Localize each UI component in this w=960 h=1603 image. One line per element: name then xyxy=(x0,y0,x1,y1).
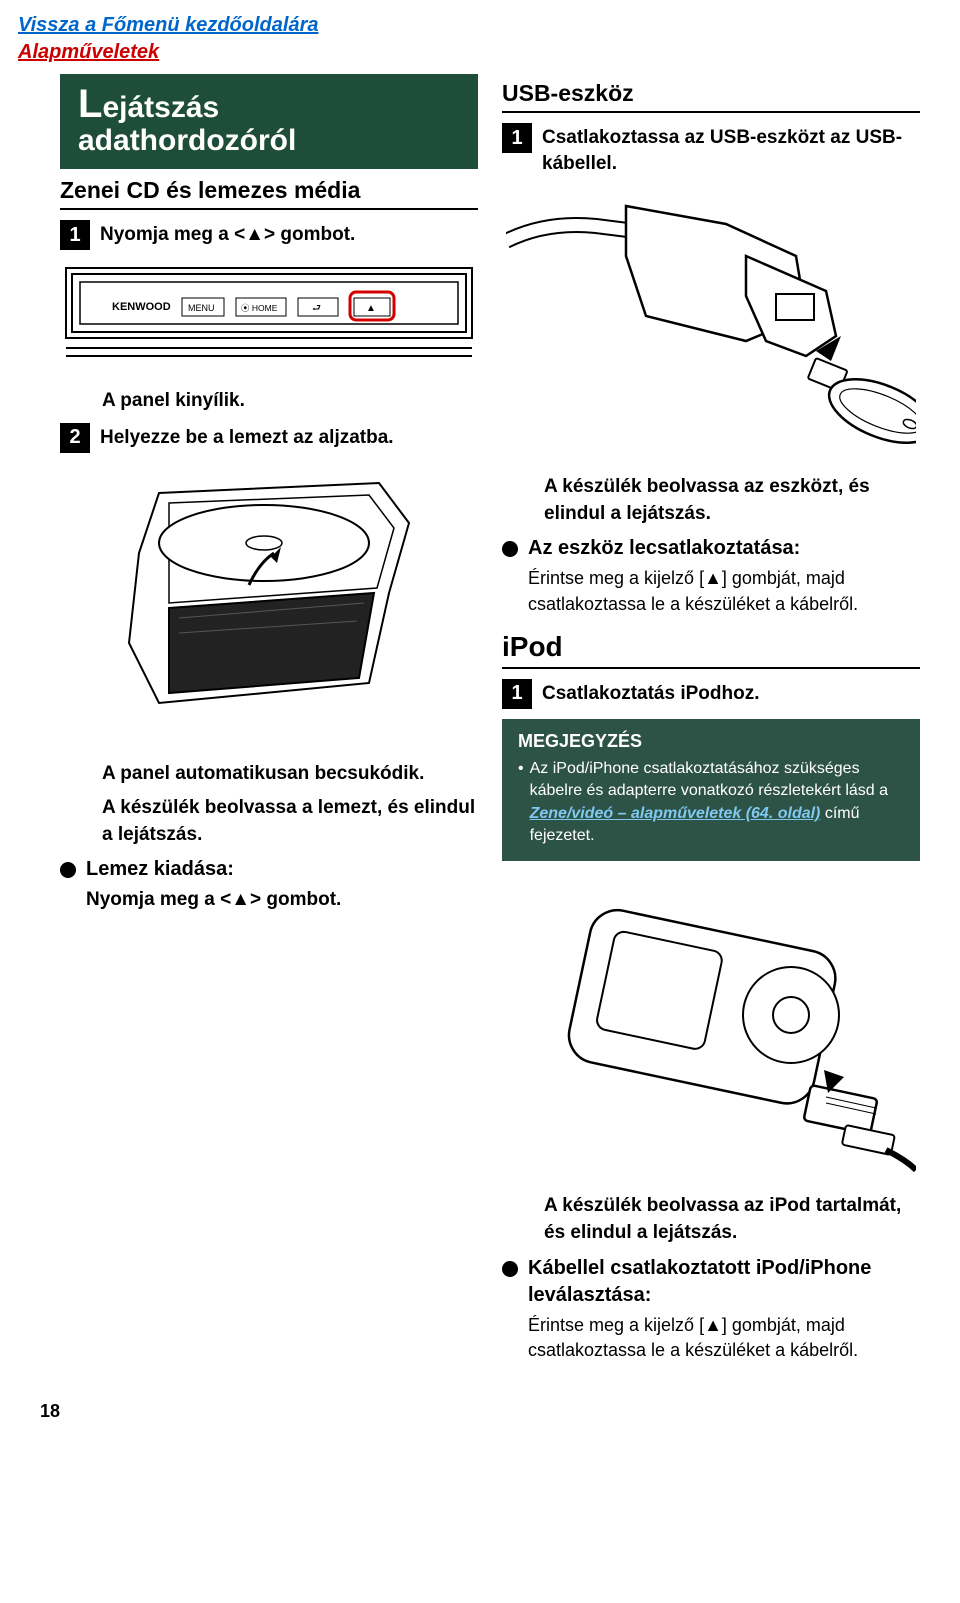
content-columns: Lejátszás adathordozóról Zenei CD és lem… xyxy=(0,74,960,1371)
title-dropcap: L xyxy=(78,82,102,126)
panel-opens-text: A panel kinyílik. xyxy=(102,388,478,415)
ipod-disconnect-title: Kábellel csatlakoztatott iPod/iPhone lev… xyxy=(528,1255,920,1309)
usb-result-block: A készülék beolvassa az eszközt, és elin… xyxy=(544,474,920,527)
eject-title: Lemez kiadása: xyxy=(86,856,234,883)
left-column: Lejátszás adathordozóról Zenei CD és lem… xyxy=(60,74,478,1371)
note-title: MEGJEGYZÉS xyxy=(518,731,904,752)
eject-section: Lemez kiadása: xyxy=(60,856,478,883)
nav-link-basics[interactable]: Alapműveletek xyxy=(18,39,960,66)
chapter-title: Lejátszás adathordozóról xyxy=(60,74,478,169)
step-2: 2 Helyezze be a lemezt az aljzatba. xyxy=(60,423,478,453)
usb-illustration xyxy=(502,186,920,456)
usb-disconnect-title: Az eszköz lecsatlakoztatása: xyxy=(528,535,800,562)
usb-step-1-text: Csatlakoztassa az USB-eszközt az USB-káb… xyxy=(542,123,920,176)
disc-insert-illustration xyxy=(60,463,478,743)
right-column: USB-eszköz 1 Csatlakoztassa az USB-eszkö… xyxy=(502,74,920,1371)
note-link[interactable]: Zene/videó – alapműveletek (64. oldal) xyxy=(530,805,821,822)
ipod-disconnect-section: Kábellel csatlakoztatott iPod/iPhone lev… xyxy=(502,1255,920,1309)
section-cd-heading: Zenei CD és lemezes média xyxy=(60,177,478,210)
bullet-icon xyxy=(502,1261,518,1277)
note-body: • Az iPod/iPhone csatlakoztatásához szük… xyxy=(518,758,904,848)
usb-step-1: 1 Csatlakoztassa az USB-eszközt az USB-k… xyxy=(502,123,920,176)
svg-text:▲: ▲ xyxy=(366,303,376,314)
step-badge-1: 1 xyxy=(60,220,90,250)
header-links: Vissza a Főmenü kezdőoldalára Alapművele… xyxy=(0,0,960,74)
step-1: 1 Nyomja meg a <▲> gombot. xyxy=(60,220,478,250)
step-1-text: Nyomja meg a <▲> gombot. xyxy=(100,220,355,248)
ipod-step-1-text: Csatlakoztatás iPodhoz. xyxy=(542,679,760,707)
auto-close-block: A panel automatikusan becsukódik. A kész… xyxy=(102,761,478,849)
svg-text:⮐: ⮐ xyxy=(312,303,321,314)
step-badge-2: 2 xyxy=(60,423,90,453)
usb-step-badge-1: 1 xyxy=(502,123,532,153)
usb-disconnect-body: Érintse meg a kijelző [▲] gombját, majd … xyxy=(528,566,920,616)
title-line2: adathordozóról xyxy=(78,124,460,157)
svg-text:⦿ HOME: ⦿ HOME xyxy=(241,303,278,313)
note-body-pre: Az iPod/iPhone csatlakoztatásához szüksé… xyxy=(530,760,888,799)
usb-heading: USB-eszköz xyxy=(502,80,920,113)
nav-link-home[interactable]: Vissza a Főmenü kezdőoldalára xyxy=(18,12,960,39)
reads-ipod-text: A készülék beolvassa az iPod tartalmát, … xyxy=(544,1193,920,1246)
ipod-step-1: 1 Csatlakoztatás iPodhoz. xyxy=(502,679,920,709)
note-box: MEGJEGYZÉS • Az iPod/iPhone csatlakoztat… xyxy=(502,719,920,862)
bullet-icon xyxy=(60,862,76,878)
ipod-disconnect-body: Érintse meg a kijelző [▲] gombját, majd … xyxy=(528,1313,920,1363)
auto-close-text: A panel automatikusan becsukódik. xyxy=(102,761,478,788)
title-word1-rest: ejátszás xyxy=(102,91,219,124)
step-2-text: Helyezze be a lemezt az aljzatba. xyxy=(100,423,394,451)
ipod-heading: iPod xyxy=(502,631,920,669)
ipod-result-block: A készülék beolvassa az iPod tartalmát, … xyxy=(544,1193,920,1246)
ipod-step-badge-1: 1 xyxy=(502,679,532,709)
ipod-illustration xyxy=(502,875,920,1175)
device-panel-illustration: KENWOOD MENU ⦿ HOME ⮐ ▲ xyxy=(60,260,478,370)
page: Vissza a Főmenü kezdőoldalára Alapművele… xyxy=(0,0,960,1472)
bullet-icon xyxy=(502,541,518,557)
eject-body: Nyomja meg a <▲> gombot. xyxy=(86,887,478,914)
reads-disc-text: A készülék beolvassa a lemezt, és elindu… xyxy=(102,795,478,848)
reads-device-text: A készülék beolvassa az eszközt, és elin… xyxy=(544,474,920,527)
usb-disconnect-section: Az eszköz lecsatlakoztatása: xyxy=(502,535,920,562)
svg-text:MENU: MENU xyxy=(188,303,215,313)
page-number: 18 xyxy=(0,1371,960,1442)
svg-text:KENWOOD: KENWOOD xyxy=(112,301,171,313)
